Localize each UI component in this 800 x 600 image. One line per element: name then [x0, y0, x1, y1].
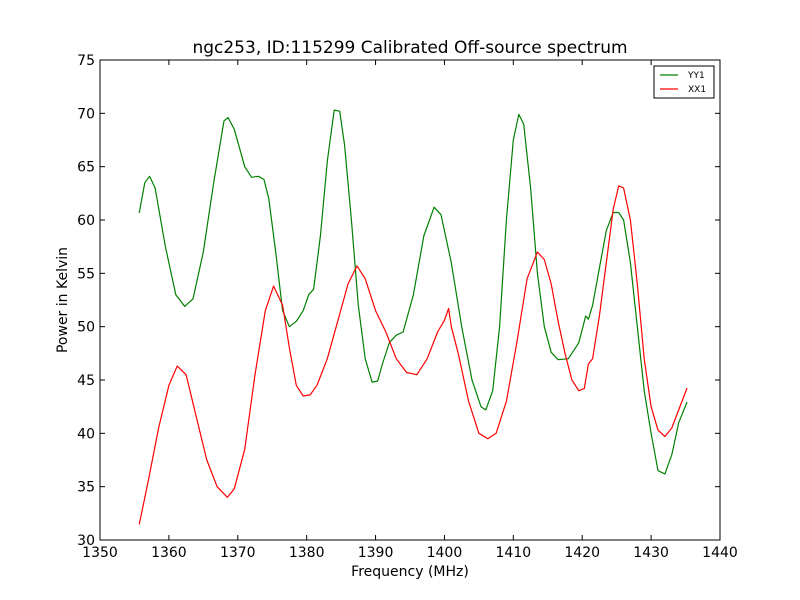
- x-tick-label: 1400: [427, 545, 463, 561]
- ticks-layer: 1350 1360 1370 1380 1390 1400 1410 1420 1430 1440…: [77, 53, 738, 561]
- y-tick-label: 50: [77, 320, 95, 336]
- y-tick-label: 45: [77, 373, 95, 389]
- y-axis-label: Power in Kelvin: [55, 247, 71, 353]
- x-tick-label: 1370: [220, 545, 256, 561]
- x-tick-label: 1410: [496, 545, 532, 561]
- x-tick-label: 1390: [358, 545, 394, 561]
- series-layer: [138, 109, 688, 525]
- chart-title: ngc253, ID:115299 Calibrated Off-source …: [192, 38, 627, 58]
- series-line-xx1: [138, 185, 688, 525]
- y-tick-label: 60: [77, 213, 95, 229]
- legend-label-xx1: XX1: [688, 85, 706, 95]
- x-tick-label: 1350: [82, 545, 118, 561]
- x-tick-label: 1360: [151, 545, 187, 561]
- x-axis-label: Frequency (MHz): [351, 564, 469, 580]
- y-tick-label: 65: [77, 160, 95, 176]
- plot-area: [100, 60, 720, 540]
- legend-label-yy1: YY1: [687, 71, 705, 81]
- y-tick-label: 75: [77, 53, 95, 69]
- series-line-yy1: [138, 109, 688, 475]
- y-tick-label: 40: [77, 426, 95, 442]
- y-tick-label: 30: [77, 533, 95, 549]
- x-tick-label: 1420: [564, 545, 600, 561]
- legend-box: [653, 65, 715, 99]
- y-tick-label: 55: [77, 266, 95, 282]
- x-tick-label: 1440: [702, 545, 738, 561]
- plot-frame: [99, 59, 721, 541]
- y-tick-label: 35: [77, 480, 95, 496]
- x-tick-label: 1430: [633, 545, 669, 561]
- x-tick-label: 1380: [289, 545, 325, 561]
- y-tick-label: 70: [77, 106, 95, 122]
